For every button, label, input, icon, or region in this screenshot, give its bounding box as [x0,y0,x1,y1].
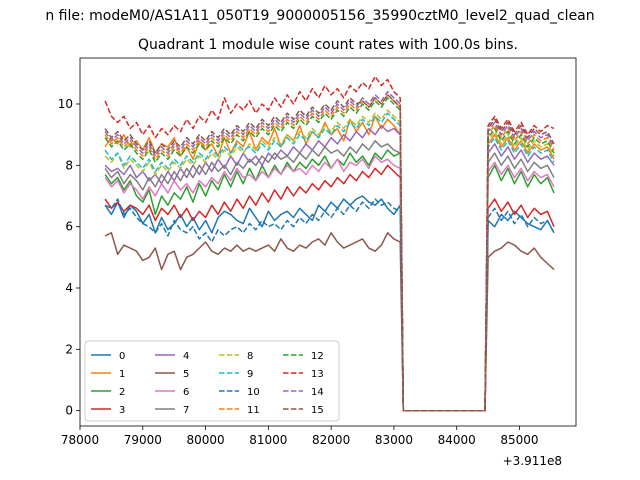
legend-entry-label: 0 [119,351,125,362]
x-tick-label: 82000 [312,433,350,447]
y-tick-label: 8 [65,158,73,172]
plot-area: 78000 79000 80000 81000 82000 83000 84000 85000… [58,57,577,468]
legend-entry-label: 9 [247,369,253,380]
legend-entry-label: 3 [119,405,125,416]
x-tick-label: 83000 [375,433,413,447]
x-tick-label: 85000 [500,433,538,447]
legend-entry-label: 11 [247,405,260,416]
chart-title: Quadrant 1 module wise count rates with … [138,37,518,53]
legend-entry-label: 5 [183,369,189,380]
series-line-10 [104,198,555,412]
y-axis-ticks: 0 2 4 6 8 10 [58,97,80,418]
legend-entry-label: 12 [311,351,324,362]
y-tick-label: 2 [65,342,73,356]
x-tick-label: 78000 [61,433,99,447]
legend-box [84,340,340,422]
x-axis-ticks: 78000 79000 80000 81000 82000 83000 84000 85000 [61,426,539,447]
figure-title: n file: modeM0/AS1A11_050T19_9000005156_… [45,8,594,24]
x-tick-label: 81000 [249,433,287,447]
series-line-15 [104,94,555,412]
legend-entry-label: 13 [311,369,324,380]
series-line-13 [104,75,555,412]
legend-entry-label: 7 [183,405,189,416]
legend-entry-label: 8 [247,351,253,362]
x-offset-label: +3.911e8 [503,454,562,468]
y-tick-label: 6 [65,220,73,234]
y-tick-label: 0 [65,404,73,418]
y-tick-label: 10 [58,97,73,111]
legend-entry-label: 1 [119,369,125,380]
series-lines [104,75,555,412]
legend-entry-label: 2 [119,387,125,398]
legend-entry-label: 4 [183,351,189,362]
x-tick-label: 79000 [124,433,162,447]
legend-entry-label: 6 [183,387,189,398]
legend-entry-label: 14 [311,387,324,398]
legend-entry-label: 15 [311,405,324,416]
axes-frame [79,57,577,427]
legend-entry-label: 10 [247,387,260,398]
x-tick-label: 84000 [438,433,476,447]
y-tick-label: 4 [65,281,73,295]
x-tick-label: 80000 [186,433,224,447]
